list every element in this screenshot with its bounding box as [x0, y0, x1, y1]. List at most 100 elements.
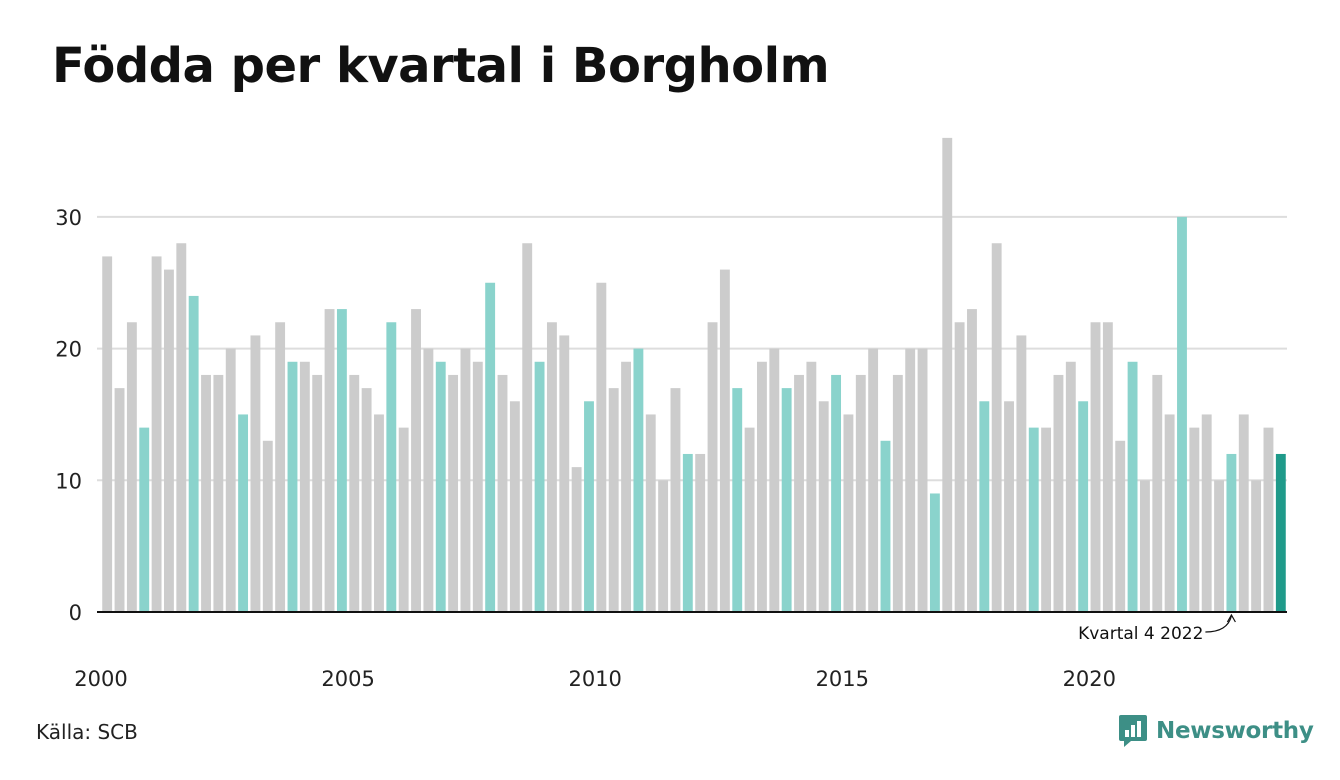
bar-2017-k1: [942, 137, 953, 612]
bar-2009-k2: [559, 335, 570, 612]
bar-2006-k4: [435, 361, 446, 612]
bar-2002-k4: [238, 414, 249, 612]
bar-2016-k2: [905, 348, 916, 612]
bar-2005-k2: [361, 388, 372, 612]
bar-2006-k1: [398, 427, 409, 612]
bar-2004-k2: [312, 374, 323, 612]
bar-chart: 0 10 20 30 2000 2005 2010 2015 2020 Kvartal 4 2…: [55, 137, 1287, 691]
bar-2006-k2: [411, 309, 421, 612]
bar-2008-k3: [522, 243, 533, 613]
bar-2017-k3: [967, 309, 977, 612]
bar-2003-k4: [287, 361, 298, 612]
bar-2000-k2: [114, 388, 125, 612]
bar-2020-k4: [1127, 361, 1138, 612]
bar-2021-k3: [1164, 414, 1175, 612]
bar-2011-k2: [658, 480, 669, 612]
bar-2007-k4: [485, 282, 496, 612]
bar-2019-k1: [1041, 427, 1052, 612]
x-tick-label: 2000: [74, 667, 127, 691]
bar-2012-k1: [695, 453, 706, 612]
bar-2023-k2: [1251, 480, 1262, 612]
source-note: Källa: SCB: [36, 720, 138, 744]
bar-2017-k4: [979, 401, 990, 612]
bar-2016-k4: [929, 493, 940, 612]
bar-2022-k3: [1214, 480, 1224, 612]
bar-2001-k4: [188, 295, 199, 612]
bar-2002-k1: [201, 374, 211, 612]
y-axis-labels: 0 10 20 30: [55, 206, 82, 625]
logo-text: Newsworthy: [1156, 718, 1314, 744]
bar-2014-k2: [806, 361, 817, 612]
chart-title: Födda per kvartal i Borgholm: [52, 38, 830, 94]
bar-2010-k3: [621, 361, 631, 612]
bar-2015-k2: [855, 374, 866, 612]
bar-2000-k3: [126, 322, 137, 612]
bar-2021-k4: [1177, 216, 1187, 612]
bar-2011-k1: [645, 414, 656, 612]
bar-2000-k1: [102, 256, 113, 612]
bar-2004-k4: [336, 309, 347, 612]
bar-2005-k4: [386, 322, 397, 612]
bar-2021-k2: [1152, 374, 1163, 612]
y-tick-label: 30: [55, 206, 82, 230]
annotation-arrow: [1205, 615, 1232, 633]
bars: [102, 137, 1286, 613]
bar-2008-k2: [509, 401, 520, 612]
bar-2020-k1: [1090, 322, 1101, 612]
bar-2019-k3: [1065, 361, 1076, 612]
bar-2016-k3: [917, 348, 928, 612]
x-axis-labels: 2000 2005 2010 2015 2020: [74, 667, 1116, 691]
bar-2006-k3: [423, 348, 434, 612]
bar-2001-k2: [164, 269, 174, 612]
bar-2011-k4: [682, 453, 693, 612]
bar-2014-k4: [831, 374, 842, 612]
bar-2013-k2: [757, 361, 767, 612]
bar-2021-k1: [1139, 480, 1150, 612]
bar-2018-k4: [1028, 427, 1039, 612]
newsworthy-chart-bubble-icon: [1119, 715, 1147, 747]
bar-2011-k3: [670, 388, 681, 612]
bar-2005-k3: [374, 414, 384, 612]
bar-2015-k1: [843, 414, 854, 612]
bar-2018-k3: [1016, 335, 1027, 612]
bar-2016-k1: [892, 374, 903, 612]
y-tick-label: 0: [69, 601, 82, 625]
bar-2013-k3: [769, 348, 780, 612]
bar-2007-k2: [460, 348, 471, 612]
bar-2018-k1: [991, 243, 1002, 613]
x-tick-label: 2010: [568, 667, 621, 691]
bar-2022-k1: [1189, 427, 1200, 612]
bar-2015-k3: [868, 348, 879, 612]
bar-2008-k4: [534, 361, 545, 612]
bar-2010-k1: [596, 282, 607, 612]
bar-2009-k4: [584, 401, 594, 612]
bar-2008-k1: [497, 374, 508, 612]
bar-2020-k2: [1102, 322, 1113, 612]
bar-2000-k4: [139, 427, 150, 612]
x-tick-label: 2015: [816, 667, 869, 691]
bar-2010-k2: [608, 388, 619, 612]
bar-2019-k2: [1053, 374, 1064, 612]
bar-2010-k4: [633, 348, 644, 612]
bar-2007-k1: [448, 374, 459, 612]
bar-2019-k4: [1078, 401, 1089, 612]
annotation-label: Kvartal 4 2022: [1078, 624, 1203, 644]
bar-2002-k3: [225, 348, 236, 612]
bar-2003-k1: [250, 335, 261, 612]
bar-2014-k3: [818, 401, 829, 612]
newsworthy-logo: Newsworthy: [1118, 714, 1314, 748]
bar-2015-k4: [880, 440, 891, 612]
bar-2014-k1: [794, 374, 804, 612]
bar-2017-k2: [954, 322, 965, 612]
bar-2005-k1: [349, 374, 360, 612]
bar-2003-k3: [275, 322, 286, 612]
bar-2012-k4: [732, 388, 743, 612]
bar-2023-k4: [1275, 453, 1286, 612]
bar-2023-k3: [1263, 427, 1274, 612]
bar-2009-k3: [571, 467, 582, 612]
bar-2009-k1: [546, 322, 557, 612]
x-tick-label: 2005: [321, 667, 374, 691]
bar-2007-k3: [472, 361, 483, 612]
x-tick-label: 2020: [1063, 667, 1116, 691]
bar-2004-k3: [324, 309, 335, 612]
